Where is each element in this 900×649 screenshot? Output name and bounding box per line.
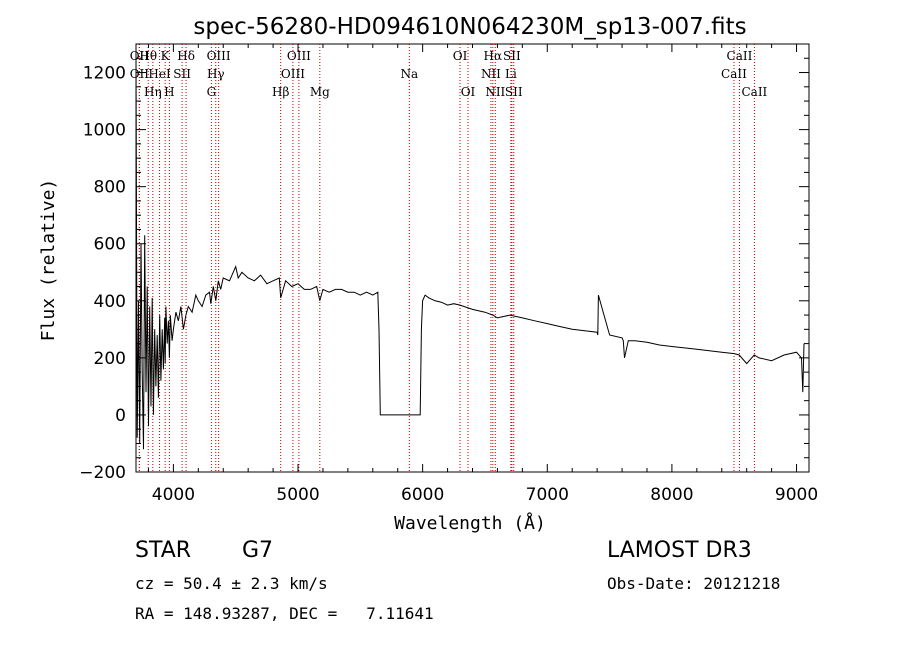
y-tick-label: 1000 (83, 121, 126, 141)
line-label: Hβ (272, 85, 289, 99)
line-label: NII (481, 67, 501, 81)
x-tick-label: 9000 (775, 485, 818, 505)
line-label: OII (130, 49, 150, 63)
object-class: STAR (135, 538, 192, 563)
y-tick-label: 1200 (83, 64, 126, 84)
observation-date: Obs-Date: 20121218 (607, 574, 781, 593)
line-label: H (164, 85, 174, 99)
x-axis-ticks: 4000 5000 6000 7000 8000 9000 (147, 44, 818, 505)
line-markers (138, 44, 755, 472)
line-label: OIII (207, 49, 231, 63)
y-tick-label: 400 (94, 292, 126, 312)
line-label: Na (400, 67, 418, 81)
line-label: SII (503, 49, 521, 63)
line-label: NII (485, 85, 505, 99)
survey-name: LAMOST DR3 (607, 538, 752, 563)
y-tick-label: −200 (79, 463, 126, 483)
line-label: OIII (281, 67, 305, 81)
y-tick-label: 600 (94, 235, 126, 255)
redshift-value: cz = 50.4 ± 2.3 km/s (135, 574, 328, 593)
line-label: CaII (721, 67, 747, 81)
object-subclass: G7 (242, 538, 274, 563)
y-tick-label: 200 (94, 349, 126, 369)
line-label: HeI (148, 67, 171, 81)
line-label: Hα (484, 49, 503, 63)
x-axis-label: Wavelength (Å) (394, 512, 546, 534)
line-label: Hη (144, 85, 162, 99)
y-tick-label: 800 (94, 178, 126, 198)
line-label: K (161, 49, 171, 63)
line-label: CaII (741, 85, 767, 99)
line-label: OII (130, 67, 150, 81)
line-label: SII (173, 67, 191, 81)
line-label: CaII (727, 49, 753, 63)
line-label: Hθ (139, 49, 157, 63)
spectrum-series (135, 58, 805, 450)
x-tick-label: 5000 (276, 485, 319, 505)
line-label: OI (461, 85, 476, 99)
line-label: Hγ (207, 67, 225, 81)
line-label: Li (505, 67, 517, 81)
line-label: OI (453, 49, 468, 63)
line-label: OIII (287, 49, 311, 63)
coordinates: RA = 148.93287, DEC = 7.11641 (135, 604, 434, 623)
chart-title: spec-56280-HD094610N064230M_sp13-007.fit… (193, 14, 746, 40)
line-label: Hδ (177, 49, 195, 63)
x-tick-label: 7000 (526, 485, 569, 505)
x-tick-label: 8000 (650, 485, 693, 505)
line-label: G (207, 85, 217, 99)
line-label: Mg (310, 85, 330, 99)
line-label: SII (505, 85, 523, 99)
y-axis-label: Flux (relative) (38, 179, 59, 342)
x-tick-label: 6000 (401, 485, 444, 505)
y-axis-ticks: −200 0 200 400 600 800 1000 1200 (79, 43, 809, 483)
y-tick-label: 0 (115, 406, 126, 426)
x-tick-label: 4000 (152, 485, 195, 505)
plot-frame (135, 43, 810, 473)
